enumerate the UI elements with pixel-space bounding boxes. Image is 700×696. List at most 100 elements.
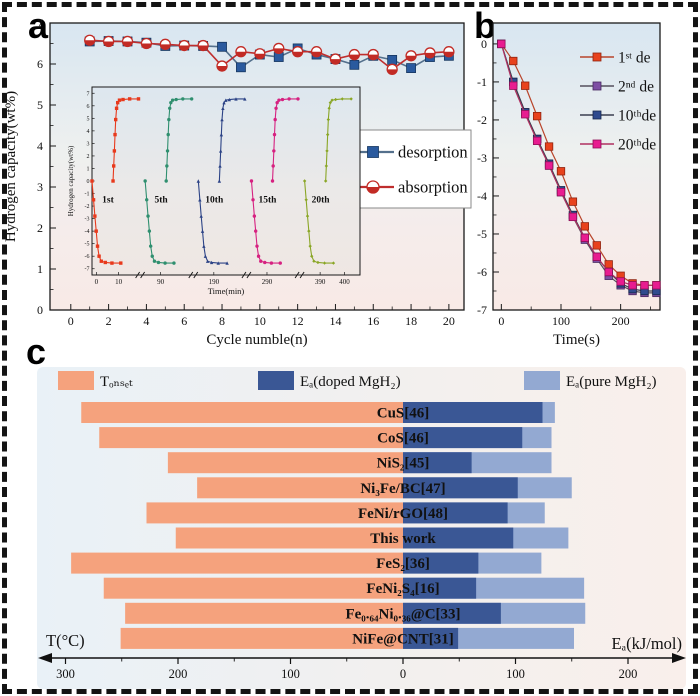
- marker: [165, 149, 170, 153]
- marker: [322, 261, 327, 265]
- marker: [163, 261, 167, 265]
- right-axis-label: Eₐ(kJ/mol): [611, 634, 682, 653]
- marker-half: [311, 51, 322, 57]
- marker: [243, 97, 247, 101]
- svg-text:-5: -5: [477, 227, 487, 241]
- bar-row-8: FeNi₂S₄[16]: [103, 577, 585, 599]
- svg-text:100: 100: [506, 667, 525, 681]
- legend-box: [343, 129, 472, 209]
- marker: [209, 260, 214, 265]
- legend: Tₒₙₛₑₜ Eₐ(doped MgH₂) Eₐ(pure MgH₂): [58, 371, 657, 390]
- marker: [304, 198, 308, 202]
- ea-doped-bar: [403, 402, 543, 423]
- series-20ᵗʰde: [497, 39, 661, 290]
- svg-text:20: 20: [443, 314, 455, 328]
- bar-row-3: NiS₂[45]: [167, 452, 552, 474]
- ea-doped-bar: [403, 627, 459, 649]
- marker: [227, 97, 232, 102]
- x-axis-label: Time(s): [553, 332, 600, 348]
- legend-swatch: [258, 371, 294, 390]
- marker: [205, 259, 210, 263]
- marker: [269, 261, 274, 265]
- marker: [323, 179, 328, 183]
- marker: [287, 97, 291, 101]
- svg-text:18: 18: [405, 314, 417, 328]
- marker: [117, 98, 122, 102]
- x-axis-label: Cycle numble(n): [206, 332, 307, 348]
- plot-background: [493, 23, 660, 310]
- marker: [544, 161, 554, 170]
- marker: [259, 259, 263, 263]
- marker: [312, 259, 316, 263]
- marker: [115, 100, 120, 105]
- marker: [271, 164, 275, 168]
- marker: [170, 98, 175, 102]
- marker: [263, 260, 267, 265]
- marker-half: [103, 41, 114, 47]
- marker-half: [292, 51, 303, 57]
- ea-doped-bar: [403, 452, 472, 474]
- marker: [308, 244, 312, 248]
- marker: [167, 117, 171, 122]
- ea-doped-bar: [403, 552, 479, 574]
- marker: [200, 229, 205, 233]
- marker: [296, 97, 300, 101]
- marker: [103, 260, 107, 265]
- cycle-group-5th: 5th: [143, 97, 194, 265]
- cycle-group-20th: 20th: [302, 97, 353, 265]
- panel-c-label: c: [26, 331, 47, 372]
- marker: [568, 212, 578, 222]
- marker: [556, 167, 566, 176]
- ea-doped-bar: [403, 602, 501, 624]
- marker: [327, 106, 331, 111]
- svg-text:-2: -2: [477, 113, 487, 127]
- t-onset-bar: [120, 627, 403, 649]
- marker: [181, 97, 185, 101]
- bar-label: NiFe@CNT[31]: [352, 631, 453, 647]
- legend-label: 20ᵗʰde: [618, 137, 656, 154]
- marker: [253, 229, 258, 233]
- bar-label: FeNi₂S₄[16]: [366, 581, 439, 597]
- bar-row-9: Fe₀.₆₄Ni₀.₃₆@C[33]: [125, 602, 586, 624]
- panel-b-label: b: [474, 5, 496, 46]
- bar-row-5: FeNi/rGO[48]: [146, 502, 545, 524]
- marker: [199, 214, 203, 218]
- marker: [349, 59, 360, 70]
- marker: [222, 100, 226, 105]
- marker: [592, 110, 602, 120]
- marker: [145, 198, 149, 202]
- marker: [592, 241, 601, 250]
- marker: [198, 198, 202, 202]
- marker: [497, 39, 506, 49]
- marker: [147, 229, 152, 233]
- t-onset-bar: [175, 527, 403, 549]
- svg-text:390: 390: [315, 278, 326, 286]
- marker: [94, 229, 98, 233]
- svg-text:0: 0: [95, 278, 99, 286]
- y-axis-label: Hydrogen capacity(wt%): [67, 145, 75, 216]
- marker: [305, 214, 310, 218]
- legend-label: 1ˢᵗ de: [618, 50, 651, 67]
- bar-label: Ni₃Fe/BC[47]: [360, 481, 445, 497]
- svg-text:4: 4: [87, 129, 90, 135]
- marker: [604, 267, 613, 277]
- marker: [95, 244, 100, 248]
- svg-text:-7: -7: [477, 303, 487, 317]
- bar-label: FeS₂[36]: [376, 556, 430, 572]
- marker: [652, 281, 661, 290]
- svg-text:100: 100: [552, 314, 570, 328]
- marker: [225, 261, 229, 265]
- marker: [251, 198, 255, 202]
- marker: [521, 110, 530, 119]
- svg-text:6: 6: [37, 57, 43, 71]
- marker: [196, 179, 201, 183]
- ea-doped-bar: [403, 427, 523, 449]
- marker: [148, 244, 153, 248]
- marker: [628, 281, 637, 290]
- marker: [274, 106, 278, 111]
- cycle-label: 10th: [205, 195, 224, 205]
- svg-text:0: 0: [87, 179, 90, 185]
- marker-half: [387, 69, 398, 75]
